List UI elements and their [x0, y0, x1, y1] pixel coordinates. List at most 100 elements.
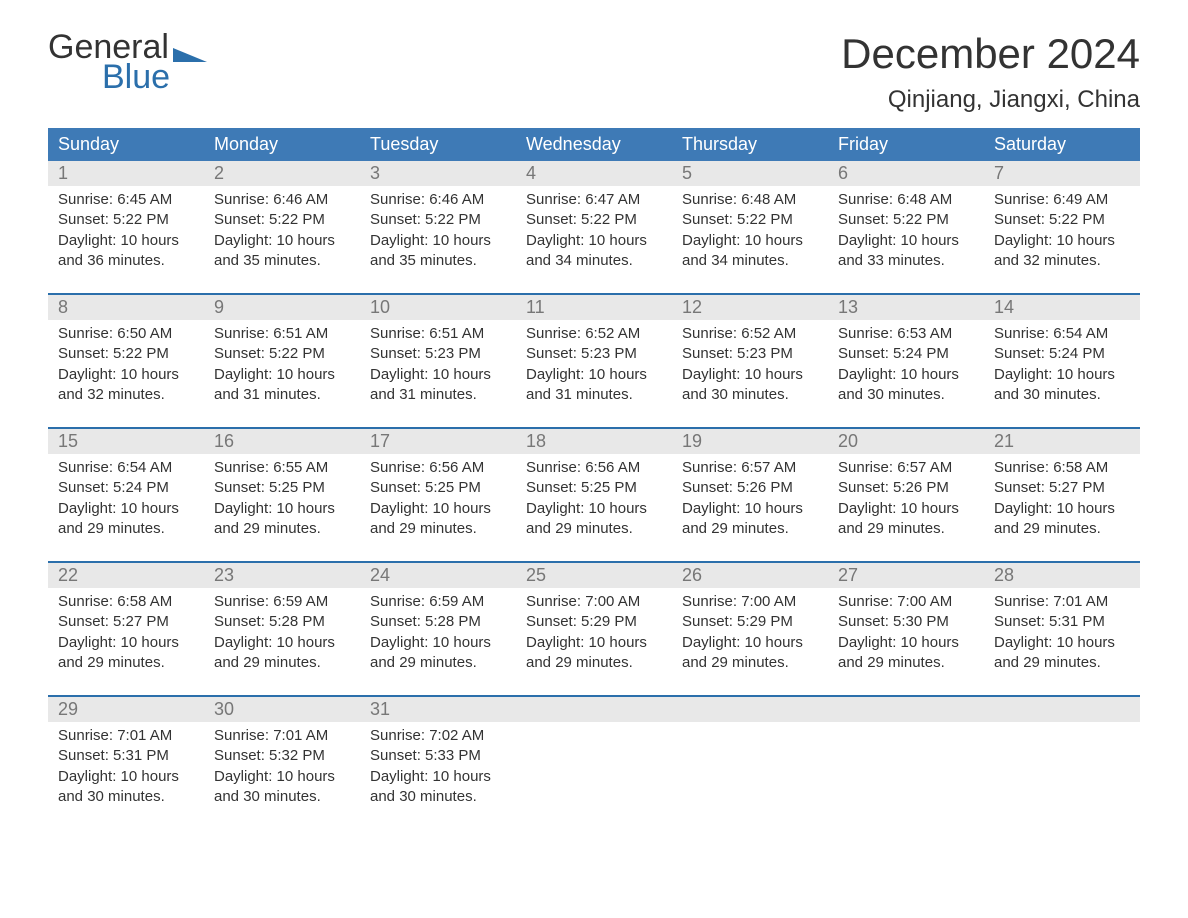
day-cell: Sunrise: 6:54 AMSunset: 5:24 PMDaylight:… — [48, 454, 204, 549]
day-sunset: Sunset: 5:27 PM — [994, 478, 1130, 498]
day-sunrise: Sunrise: 6:45 AM — [58, 190, 194, 210]
day-number-row: 1234567 — [48, 161, 1140, 186]
day-dl1: Daylight: 10 hours — [214, 767, 350, 787]
day-sunrise: Sunrise: 6:55 AM — [214, 458, 350, 478]
day-dl1: Daylight: 10 hours — [214, 231, 350, 251]
day-dl2: and 29 minutes. — [214, 653, 350, 673]
day-dl1: Daylight: 10 hours — [526, 231, 662, 251]
day-number: 30 — [204, 697, 360, 722]
day-dl1: Daylight: 10 hours — [526, 365, 662, 385]
day-cell: Sunrise: 6:58 AMSunset: 5:27 PMDaylight:… — [48, 588, 204, 683]
day-dl2: and 31 minutes. — [214, 385, 350, 405]
day-sunrise: Sunrise: 7:00 AM — [838, 592, 974, 612]
day-of-week: Sunday — [48, 128, 204, 161]
day-number: 18 — [516, 429, 672, 454]
day-of-week: Saturday — [984, 128, 1140, 161]
day-dl1: Daylight: 10 hours — [58, 633, 194, 653]
day-dl2: and 30 minutes. — [994, 385, 1130, 405]
logo-text-blue: Blue — [102, 60, 207, 94]
day-of-week: Friday — [828, 128, 984, 161]
day-sunset: Sunset: 5:26 PM — [838, 478, 974, 498]
day-number: 10 — [360, 295, 516, 320]
day-sunrise: Sunrise: 6:53 AM — [838, 324, 974, 344]
day-sunset: Sunset: 5:22 PM — [214, 344, 350, 364]
day-cell: Sunrise: 6:56 AMSunset: 5:25 PMDaylight:… — [360, 454, 516, 549]
day-dl1: Daylight: 10 hours — [682, 499, 818, 519]
calendar: SundayMondayTuesdayWednesdayThursdayFrid… — [48, 128, 1140, 817]
day-dl2: and 30 minutes. — [370, 787, 506, 807]
day-sunset: Sunset: 5:24 PM — [994, 344, 1130, 364]
day-cell: Sunrise: 6:48 AMSunset: 5:22 PMDaylight:… — [828, 186, 984, 281]
day-sunrise: Sunrise: 6:51 AM — [214, 324, 350, 344]
day-cell: Sunrise: 7:02 AMSunset: 5:33 PMDaylight:… — [360, 722, 516, 817]
day-number: 7 — [984, 161, 1140, 186]
day-cell: Sunrise: 7:01 AMSunset: 5:32 PMDaylight:… — [204, 722, 360, 817]
day-dl2: and 31 minutes. — [526, 385, 662, 405]
day-dl2: and 34 minutes. — [526, 251, 662, 271]
weeks-container: 1234567Sunrise: 6:45 AMSunset: 5:22 PMDa… — [48, 161, 1140, 817]
day-sunset: Sunset: 5:23 PM — [370, 344, 506, 364]
day-number: 3 — [360, 161, 516, 186]
day-sunset: Sunset: 5:22 PM — [526, 210, 662, 230]
day-dl2: and 29 minutes. — [370, 519, 506, 539]
day-dl2: and 30 minutes. — [214, 787, 350, 807]
day-number: 28 — [984, 563, 1140, 588]
day-cell: Sunrise: 6:55 AMSunset: 5:25 PMDaylight:… — [204, 454, 360, 549]
day-cell: Sunrise: 6:57 AMSunset: 5:26 PMDaylight:… — [828, 454, 984, 549]
day-dl2: and 29 minutes. — [214, 519, 350, 539]
week-group: 1234567Sunrise: 6:45 AMSunset: 5:22 PMDa… — [48, 161, 1140, 281]
day-cell: Sunrise: 6:59 AMSunset: 5:28 PMDaylight:… — [204, 588, 360, 683]
day-sunrise: Sunrise: 6:50 AM — [58, 324, 194, 344]
day-sunset: Sunset: 5:22 PM — [58, 344, 194, 364]
day-dl2: and 30 minutes. — [58, 787, 194, 807]
day-of-week: Thursday — [672, 128, 828, 161]
day-sunset: Sunset: 5:25 PM — [214, 478, 350, 498]
week-group: 15161718192021Sunrise: 6:54 AMSunset: 5:… — [48, 427, 1140, 549]
day-sunset: Sunset: 5:29 PM — [526, 612, 662, 632]
day-number: 12 — [672, 295, 828, 320]
day-sunrise: Sunrise: 7:00 AM — [682, 592, 818, 612]
logo: General Blue — [48, 30, 207, 94]
day-cell: Sunrise: 7:00 AMSunset: 5:29 PMDaylight:… — [516, 588, 672, 683]
day-sunset: Sunset: 5:23 PM — [526, 344, 662, 364]
day-cell: Sunrise: 6:53 AMSunset: 5:24 PMDaylight:… — [828, 320, 984, 415]
day-number: 14 — [984, 295, 1140, 320]
day-number: 29 — [48, 697, 204, 722]
day-dl2: and 29 minutes. — [526, 653, 662, 673]
day-sunrise: Sunrise: 6:46 AM — [214, 190, 350, 210]
day-sunset: Sunset: 5:23 PM — [682, 344, 818, 364]
day-dl1: Daylight: 10 hours — [838, 499, 974, 519]
day-cell: Sunrise: 6:47 AMSunset: 5:22 PMDaylight:… — [516, 186, 672, 281]
day-number: 5 — [672, 161, 828, 186]
day-cell: Sunrise: 7:00 AMSunset: 5:30 PMDaylight:… — [828, 588, 984, 683]
day-dl1: Daylight: 10 hours — [994, 633, 1130, 653]
day-dl2: and 29 minutes. — [994, 653, 1130, 673]
day-number: 24 — [360, 563, 516, 588]
day-sunset: Sunset: 5:22 PM — [994, 210, 1130, 230]
day-sunrise: Sunrise: 7:02 AM — [370, 726, 506, 746]
day-dl2: and 29 minutes. — [58, 653, 194, 673]
day-data-row: Sunrise: 7:01 AMSunset: 5:31 PMDaylight:… — [48, 722, 1140, 817]
week-group: 22232425262728Sunrise: 6:58 AMSunset: 5:… — [48, 561, 1140, 683]
day-sunrise: Sunrise: 6:52 AM — [526, 324, 662, 344]
day-sunset: Sunset: 5:24 PM — [58, 478, 194, 498]
day-cell: Sunrise: 6:49 AMSunset: 5:22 PMDaylight:… — [984, 186, 1140, 281]
day-dl2: and 29 minutes. — [838, 519, 974, 539]
day-number: 25 — [516, 563, 672, 588]
day-sunset: Sunset: 5:28 PM — [214, 612, 350, 632]
day-number: 4 — [516, 161, 672, 186]
day-data-row: Sunrise: 6:45 AMSunset: 5:22 PMDaylight:… — [48, 186, 1140, 281]
day-sunrise: Sunrise: 6:46 AM — [370, 190, 506, 210]
day-sunrise: Sunrise: 6:54 AM — [58, 458, 194, 478]
day-number: 9 — [204, 295, 360, 320]
day-number-row: 15161718192021 — [48, 429, 1140, 454]
day-cell: Sunrise: 6:52 AMSunset: 5:23 PMDaylight:… — [516, 320, 672, 415]
day-dl1: Daylight: 10 hours — [370, 633, 506, 653]
day-cell: Sunrise: 6:51 AMSunset: 5:23 PMDaylight:… — [360, 320, 516, 415]
day-cell: Sunrise: 6:50 AMSunset: 5:22 PMDaylight:… — [48, 320, 204, 415]
week-group: 891011121314Sunrise: 6:50 AMSunset: 5:22… — [48, 293, 1140, 415]
day-number-row: 22232425262728 — [48, 563, 1140, 588]
day-cell: Sunrise: 6:46 AMSunset: 5:22 PMDaylight:… — [360, 186, 516, 281]
day-dl1: Daylight: 10 hours — [214, 633, 350, 653]
day-dl1: Daylight: 10 hours — [58, 231, 194, 251]
